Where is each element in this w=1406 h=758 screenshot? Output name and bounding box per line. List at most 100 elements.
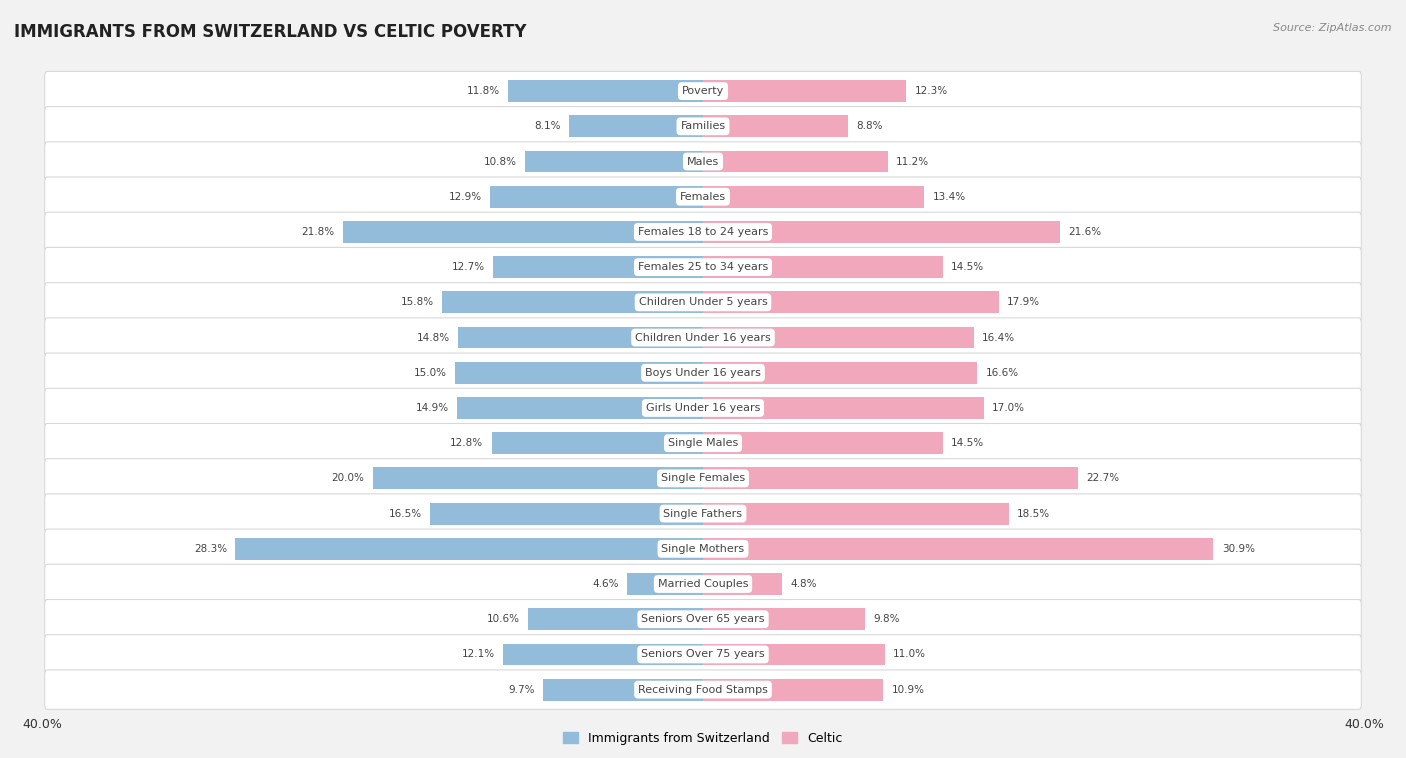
Text: IMMIGRANTS FROM SWITZERLAND VS CELTIC POVERTY: IMMIGRANTS FROM SWITZERLAND VS CELTIC PO…: [14, 23, 527, 41]
Bar: [703, 503, 1008, 525]
FancyBboxPatch shape: [45, 177, 1361, 217]
Text: Married Couples: Married Couples: [658, 579, 748, 589]
Text: 21.6%: 21.6%: [1069, 227, 1101, 237]
FancyBboxPatch shape: [45, 353, 1361, 393]
Bar: [703, 256, 942, 278]
Text: 12.3%: 12.3%: [914, 86, 948, 96]
Bar: [703, 678, 883, 700]
Text: Boys Under 16 years: Boys Under 16 years: [645, 368, 761, 377]
Text: 16.5%: 16.5%: [389, 509, 422, 518]
Text: 16.4%: 16.4%: [983, 333, 1015, 343]
Text: Single Males: Single Males: [668, 438, 738, 448]
Bar: [373, 468, 703, 490]
Bar: [458, 327, 703, 349]
Text: 14.8%: 14.8%: [418, 333, 450, 343]
Text: 30.9%: 30.9%: [1222, 543, 1254, 554]
Text: 21.8%: 21.8%: [301, 227, 335, 237]
Text: 11.8%: 11.8%: [467, 86, 499, 96]
Bar: [703, 115, 848, 137]
Bar: [703, 397, 984, 419]
Text: Seniors Over 65 years: Seniors Over 65 years: [641, 614, 765, 625]
FancyBboxPatch shape: [45, 142, 1361, 181]
Bar: [703, 644, 884, 666]
FancyBboxPatch shape: [45, 564, 1361, 603]
Text: 12.1%: 12.1%: [461, 650, 495, 659]
Text: 15.8%: 15.8%: [401, 297, 433, 307]
Bar: [524, 151, 703, 172]
Bar: [569, 115, 703, 137]
Bar: [457, 397, 703, 419]
Text: 15.0%: 15.0%: [413, 368, 447, 377]
FancyBboxPatch shape: [45, 212, 1361, 252]
Bar: [703, 609, 865, 630]
Bar: [703, 327, 974, 349]
Bar: [703, 186, 924, 208]
Text: 12.8%: 12.8%: [450, 438, 484, 448]
Text: Families: Families: [681, 121, 725, 131]
Bar: [703, 573, 782, 595]
FancyBboxPatch shape: [45, 247, 1361, 287]
Text: Poverty: Poverty: [682, 86, 724, 96]
Text: 11.2%: 11.2%: [896, 156, 929, 167]
FancyBboxPatch shape: [45, 529, 1361, 568]
Bar: [703, 432, 942, 454]
Text: Single Females: Single Females: [661, 474, 745, 484]
Bar: [441, 291, 703, 313]
Text: 8.1%: 8.1%: [534, 121, 561, 131]
Text: 4.6%: 4.6%: [592, 579, 619, 589]
Bar: [627, 573, 703, 595]
Text: 17.9%: 17.9%: [1007, 297, 1040, 307]
Bar: [235, 538, 703, 559]
FancyBboxPatch shape: [45, 634, 1361, 674]
Bar: [703, 538, 1213, 559]
Text: Seniors Over 75 years: Seniors Over 75 years: [641, 650, 765, 659]
Text: 22.7%: 22.7%: [1087, 474, 1119, 484]
Text: 10.6%: 10.6%: [486, 614, 520, 625]
FancyBboxPatch shape: [45, 424, 1361, 463]
Text: 28.3%: 28.3%: [194, 543, 228, 554]
Text: 4.8%: 4.8%: [790, 579, 817, 589]
Text: 9.8%: 9.8%: [873, 614, 900, 625]
Text: 20.0%: 20.0%: [332, 474, 364, 484]
Bar: [703, 151, 889, 172]
Text: 10.9%: 10.9%: [891, 684, 924, 694]
Bar: [489, 186, 703, 208]
FancyBboxPatch shape: [45, 318, 1361, 357]
Bar: [703, 468, 1078, 490]
Text: Children Under 16 years: Children Under 16 years: [636, 333, 770, 343]
Text: 12.9%: 12.9%: [449, 192, 482, 202]
Bar: [703, 221, 1060, 243]
Text: Girls Under 16 years: Girls Under 16 years: [645, 403, 761, 413]
Bar: [494, 256, 703, 278]
FancyBboxPatch shape: [45, 107, 1361, 146]
Bar: [543, 678, 703, 700]
Bar: [703, 291, 998, 313]
Text: Females 18 to 24 years: Females 18 to 24 years: [638, 227, 768, 237]
Text: 11.0%: 11.0%: [893, 650, 927, 659]
Text: Children Under 5 years: Children Under 5 years: [638, 297, 768, 307]
Text: 14.5%: 14.5%: [950, 262, 984, 272]
FancyBboxPatch shape: [45, 459, 1361, 498]
Text: Males: Males: [688, 156, 718, 167]
Text: 13.4%: 13.4%: [932, 192, 966, 202]
Text: 8.8%: 8.8%: [856, 121, 883, 131]
Text: 9.7%: 9.7%: [508, 684, 534, 694]
Text: 18.5%: 18.5%: [1017, 509, 1050, 518]
Text: Females 25 to 34 years: Females 25 to 34 years: [638, 262, 768, 272]
Text: Females: Females: [681, 192, 725, 202]
Text: 12.7%: 12.7%: [451, 262, 485, 272]
FancyBboxPatch shape: [45, 600, 1361, 639]
FancyBboxPatch shape: [45, 283, 1361, 322]
Bar: [703, 362, 977, 384]
Text: Single Fathers: Single Fathers: [664, 509, 742, 518]
Text: 14.9%: 14.9%: [415, 403, 449, 413]
Bar: [456, 362, 703, 384]
FancyBboxPatch shape: [45, 71, 1361, 111]
Bar: [430, 503, 703, 525]
Bar: [703, 80, 907, 102]
Text: 10.8%: 10.8%: [484, 156, 516, 167]
Text: 14.5%: 14.5%: [950, 438, 984, 448]
Text: 16.6%: 16.6%: [986, 368, 1018, 377]
Text: 17.0%: 17.0%: [993, 403, 1025, 413]
Bar: [492, 432, 703, 454]
